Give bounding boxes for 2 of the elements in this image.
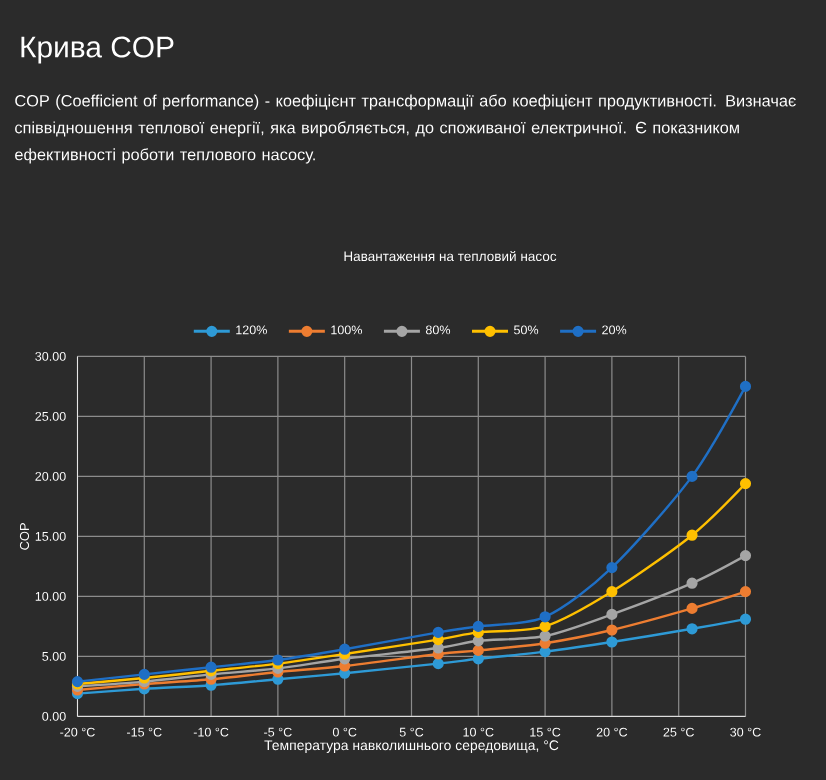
chart-subtitle: COP (Coefficient of performance) - коефіцієнт трансформації або коефіцієнт продуктивності. Визначає співвідношення теплової енергії, яка виробляється, до споживаної електричної. Є показником ефективності роботи теплового насосу. <box>15 94 796 164</box>
chart-title: Крива COP <box>21 36 174 64</box>
